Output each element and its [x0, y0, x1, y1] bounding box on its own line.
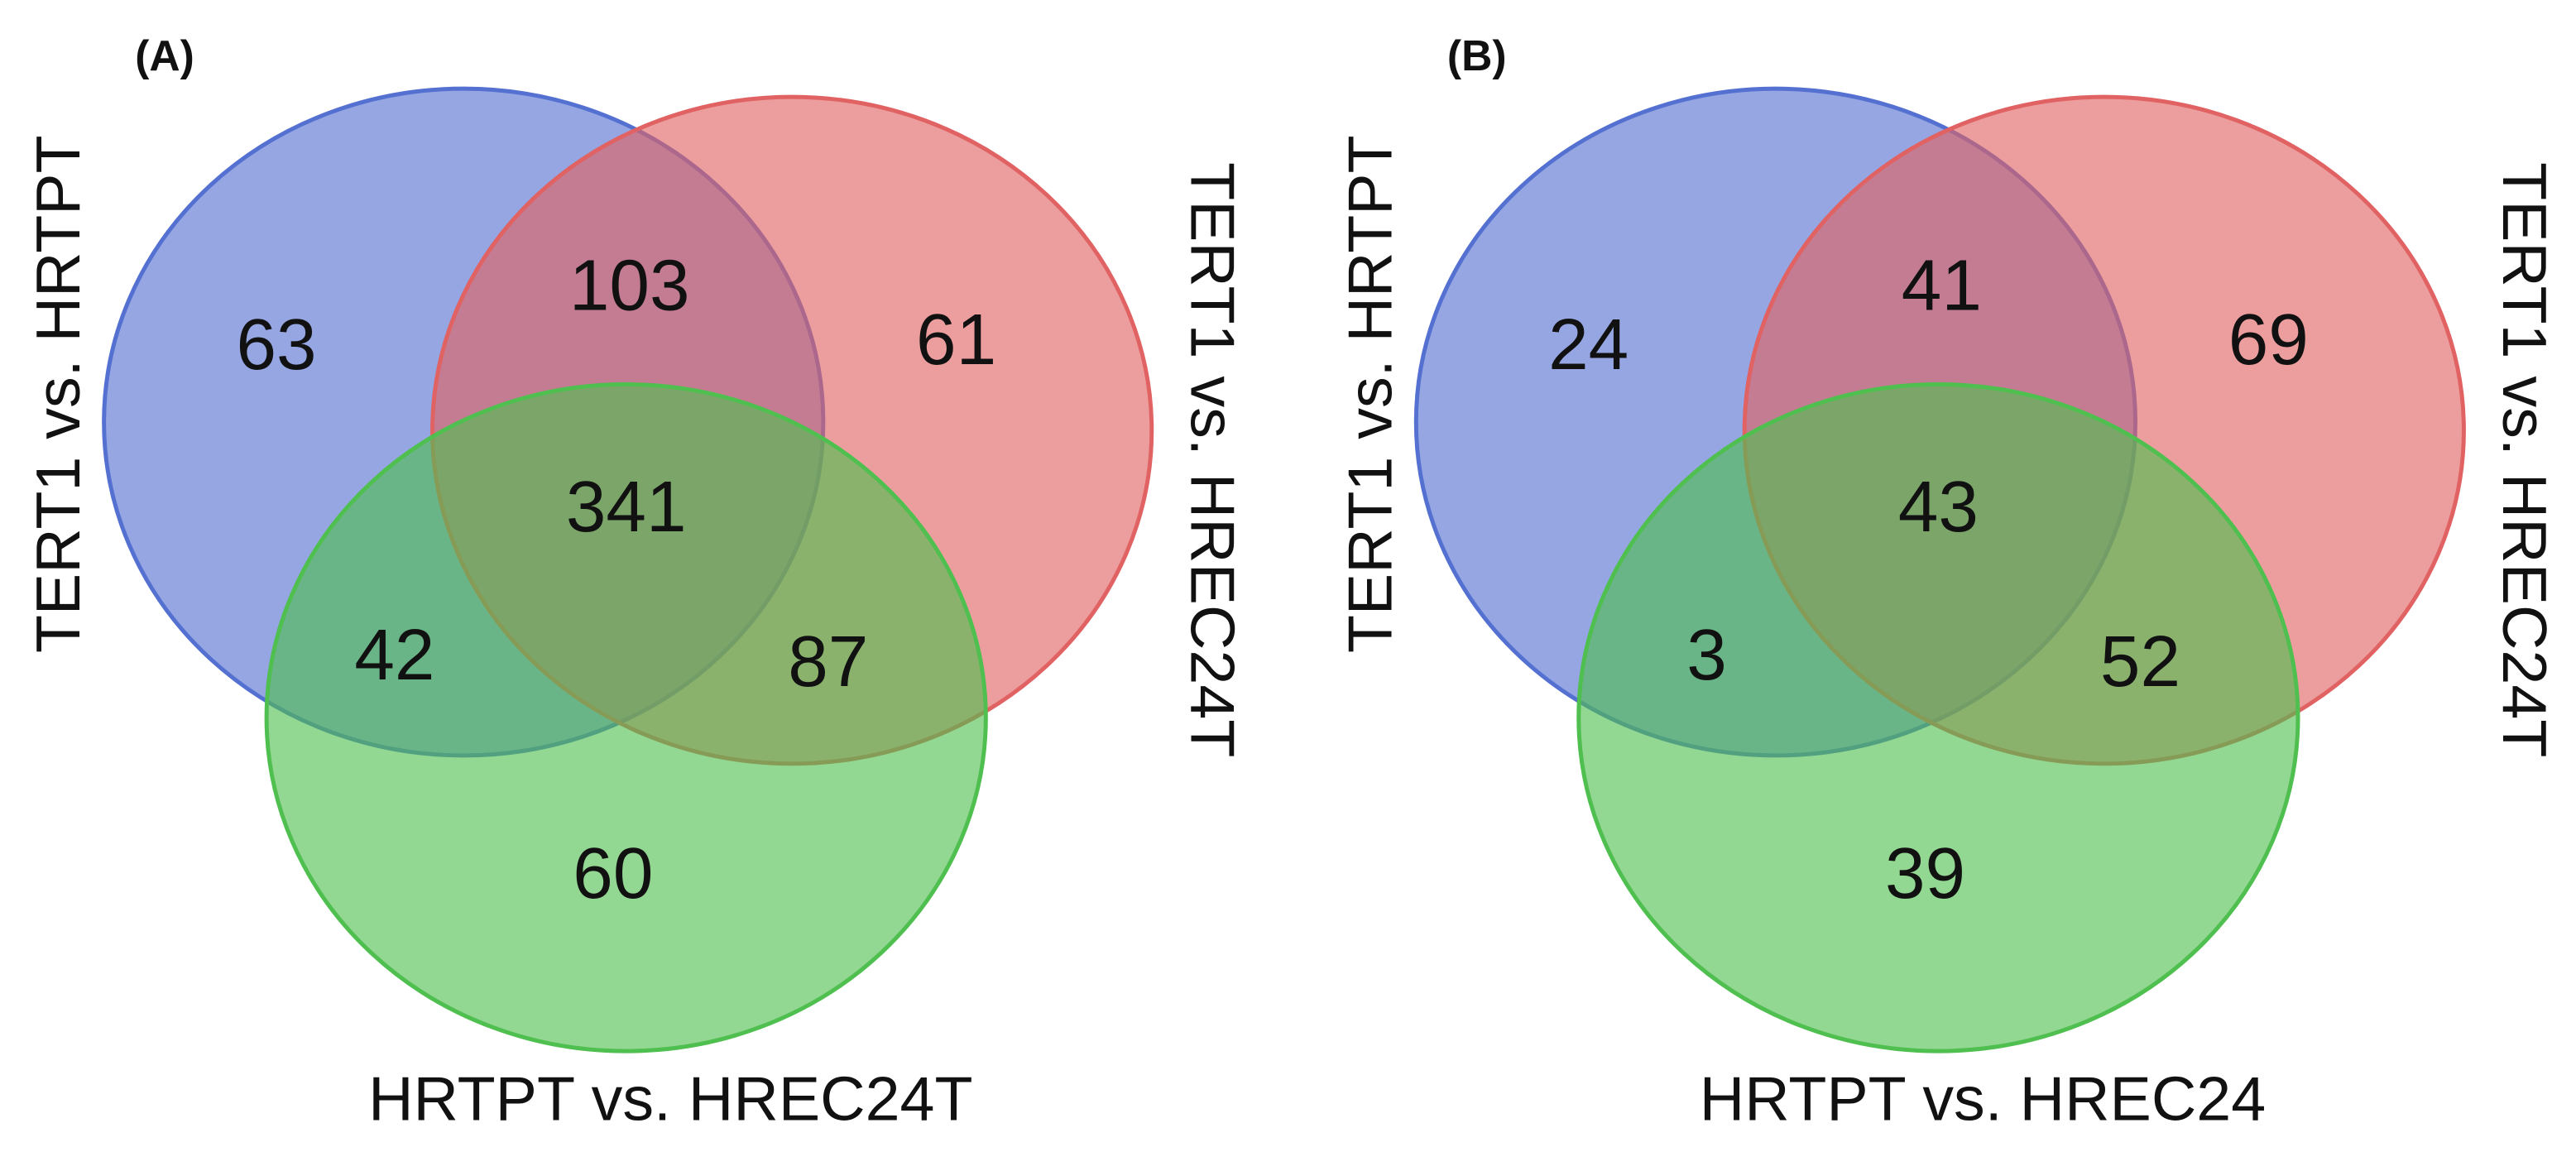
panel-label: (B) [1447, 31, 1507, 79]
venn-panel: (B) TERT1 vs. HRTPT TERT1 vs. HREC24T HRTPT… [1336, 31, 2559, 1133]
venn-panel: (A) TERT1 vs. HRTPT TERT1 vs. HREC24T HRTPT… [23, 31, 1247, 1133]
region-count: 87 [788, 621, 868, 702]
set-label: TERT1 vs. HREC24T [2490, 162, 2559, 757]
set-label: TERT1 vs. HRTPT [23, 135, 93, 653]
panel-label: (A) [135, 31, 194, 79]
set-circle [264, 382, 988, 1053]
region-count: 43 [1898, 466, 1979, 547]
region-count: 41 [1902, 244, 1982, 325]
region-count: 24 [1548, 304, 1629, 385]
region-count: 341 [566, 466, 687, 547]
region-count: 39 [1885, 833, 1965, 914]
set-circle [1576, 382, 2300, 1053]
region-count: 42 [354, 614, 434, 695]
region-count: 103 [569, 244, 690, 325]
region-count: 63 [236, 304, 316, 385]
set-label: HRTPT vs. HREC24T [368, 1064, 972, 1134]
region-count: 3 [1686, 614, 1727, 695]
region-count: 61 [916, 299, 996, 380]
region-count: 69 [2228, 299, 2309, 380]
set-label: TERT1 vs. HREC24T [1178, 162, 1247, 757]
region-count: 60 [573, 833, 653, 914]
set-label: TERT1 vs. HRTPT [1336, 135, 1405, 653]
set-label: HRTPT vs. HREC24 [1700, 1064, 2266, 1134]
region-count: 52 [2100, 621, 2180, 702]
